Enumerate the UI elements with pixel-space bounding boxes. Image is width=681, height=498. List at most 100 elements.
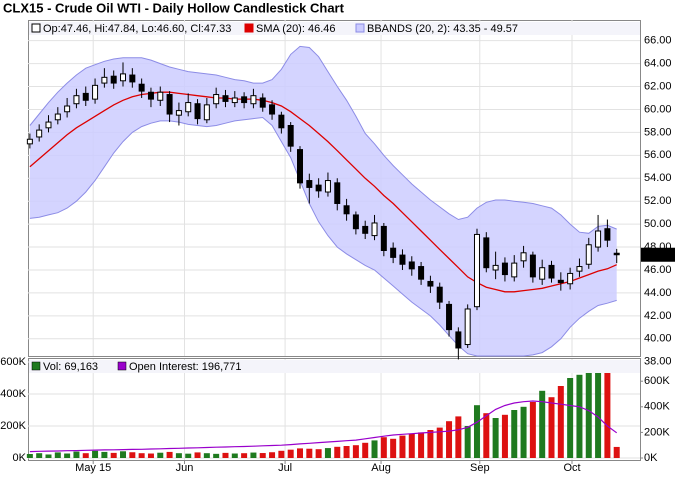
candle-body <box>595 230 602 248</box>
volume-bar <box>576 374 583 458</box>
plot-layer: 38.0040.0042.0044.0046.0048.0050.0052.00… <box>0 20 675 474</box>
candle-body <box>203 104 210 121</box>
candle-body <box>343 205 350 215</box>
y2-tick-label: 400K <box>644 401 670 413</box>
band-lower <box>29 116 617 357</box>
volume-bar <box>250 452 257 458</box>
candle-body <box>64 105 71 113</box>
y-tick-label: 38.00 <box>644 356 672 368</box>
chart-title: CLX15 - Crude Oil WTI - Daily Hollow Can… <box>3 0 345 15</box>
legend-swatch <box>31 23 41 33</box>
candle-body <box>73 95 80 105</box>
candle-body <box>259 97 266 108</box>
candle-body <box>36 129 43 138</box>
candle-body <box>147 91 154 100</box>
candle-body <box>194 103 201 120</box>
price-panel <box>28 20 641 357</box>
open-interest-line <box>29 400 618 453</box>
volume-bar <box>315 449 322 458</box>
legend-label: Vol: 69,163 <box>43 361 98 373</box>
candle-body <box>82 92 89 101</box>
candle-body <box>213 94 220 105</box>
candle-body <box>529 254 536 278</box>
volume-bar <box>473 405 480 458</box>
candle-body <box>473 233 480 308</box>
volume-bar <box>408 434 415 458</box>
volume-bar <box>604 371 611 458</box>
y-tick-label: 64.00 <box>644 57 672 69</box>
volume-bar <box>45 454 52 458</box>
y-tick-label: 52.00 <box>644 195 672 207</box>
volume-bar <box>539 390 546 458</box>
candle-body <box>278 114 285 129</box>
volume-bar <box>129 452 136 458</box>
volume-bar <box>175 453 182 458</box>
volume-bar <box>595 363 602 458</box>
volume-bar <box>269 452 276 458</box>
volume-bar <box>157 452 164 458</box>
volume-bar <box>380 437 387 458</box>
candle-body <box>138 83 145 92</box>
volume-bar <box>501 414 508 458</box>
volume-bar <box>352 445 359 458</box>
sma-line <box>29 91 617 293</box>
legend-swatch <box>355 23 365 33</box>
candle-body <box>120 73 127 82</box>
volume-bar <box>324 448 331 458</box>
candle-body <box>418 266 425 280</box>
volume-bar <box>613 446 620 458</box>
x-tick-label: Jun <box>176 462 194 474</box>
candle-body <box>175 110 182 116</box>
y-tick-label: 62.00 <box>644 80 672 92</box>
candle-body <box>222 95 229 102</box>
candle-body <box>362 225 369 234</box>
volume-bar <box>418 432 425 458</box>
volume-bar <box>259 453 266 458</box>
volume-bar <box>194 452 201 458</box>
x-tick-label: Oct <box>563 462 580 474</box>
candle-body <box>483 237 490 269</box>
candle-body <box>231 97 238 104</box>
volume-bar <box>464 426 471 458</box>
volume-bar <box>54 452 61 458</box>
candle-body <box>492 264 499 271</box>
legend-swatch <box>31 361 41 371</box>
x-tick-label: May 15 <box>75 462 111 474</box>
band-upper <box>29 45 617 234</box>
volume-bar <box>297 448 303 458</box>
candle-body <box>380 225 387 251</box>
volume-bar <box>585 368 592 458</box>
candle-body <box>269 104 276 115</box>
candle-body <box>604 228 611 241</box>
volume-bar <box>483 413 490 458</box>
x-tick-label: Aug <box>371 462 391 474</box>
y2-tick-label: 200K <box>644 426 670 438</box>
candle-body <box>390 247 397 258</box>
volume-bar <box>120 451 127 458</box>
volume-bar <box>147 453 154 458</box>
volume-bar <box>138 453 145 458</box>
candle-body <box>241 96 248 104</box>
x-tick-label: Sep <box>470 462 490 474</box>
volume-bar <box>390 438 397 458</box>
volume-bar <box>231 453 238 458</box>
y-tick-label: 42.00 <box>644 310 672 322</box>
candle-body <box>129 74 136 83</box>
volume-bar <box>82 453 89 458</box>
volume-bar <box>511 410 518 458</box>
candle-body <box>576 266 583 272</box>
volume-bar <box>455 416 462 458</box>
candle-body <box>464 308 471 346</box>
volume-bar <box>26 454 33 458</box>
candle-body <box>446 303 453 331</box>
candle-body <box>567 272 574 285</box>
candle-body <box>101 76 108 84</box>
candle-body <box>185 102 192 113</box>
candle-body <box>371 222 378 237</box>
volume-bar <box>287 449 294 458</box>
y-tick-label: 44.00 <box>644 287 672 299</box>
volume-bar <box>101 451 108 458</box>
legend-swatch <box>244 23 254 33</box>
volume-bar <box>567 378 574 458</box>
last-price-label: 47.33 <box>644 249 672 261</box>
